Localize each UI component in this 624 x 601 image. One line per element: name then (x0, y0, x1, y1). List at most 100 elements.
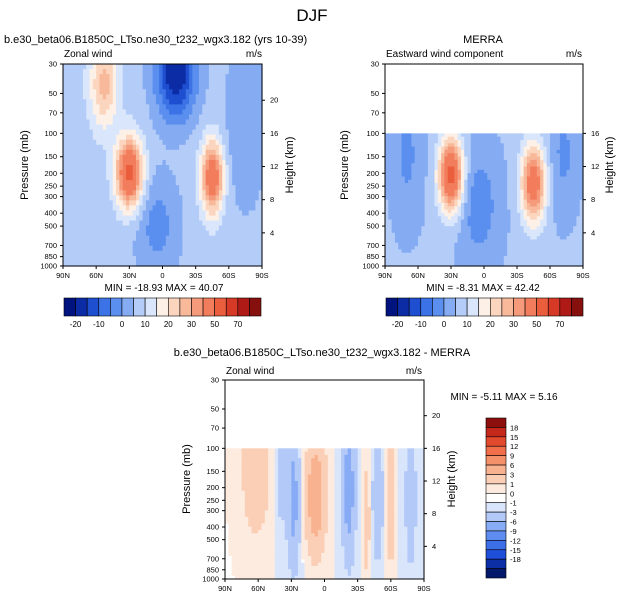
p1-cell (252, 79, 256, 85)
p1-cell (212, 215, 217, 222)
p2-cell (398, 222, 403, 227)
p2-cell (566, 239, 571, 244)
p2-cell (394, 146, 399, 151)
p2-cell (530, 156, 535, 161)
p2-cell (579, 196, 584, 201)
p2-cell (414, 252, 419, 257)
p1-cell (119, 165, 124, 171)
p1-cell (116, 255, 120, 262)
p2-cell (536, 259, 541, 264)
p1-cell (159, 74, 164, 80)
p3-cell (254, 451, 259, 456)
p1-cell (79, 114, 84, 121)
p2-cell (493, 259, 498, 264)
p2-cell (464, 222, 469, 227)
p2-cell (526, 229, 531, 234)
p2-cell (569, 249, 574, 254)
p2-cell (540, 163, 544, 168)
p2-cell (427, 219, 432, 224)
p1-cell (202, 260, 207, 267)
p2-cell (451, 169, 455, 174)
p1-cell (82, 84, 87, 90)
p1-cell (172, 134, 177, 141)
p1-cell (96, 180, 101, 186)
p2-cell (431, 186, 436, 191)
p2-cell (460, 136, 465, 141)
p1-cell (119, 144, 124, 151)
p1-cell (142, 230, 147, 237)
p1-cell (242, 84, 247, 90)
p2-cell (556, 219, 561, 224)
p2-cell (559, 163, 564, 168)
p1-cell (165, 230, 170, 237)
p2-cell (533, 232, 538, 237)
p1-cell (205, 84, 210, 90)
p1-cell (238, 245, 243, 252)
p1-cell (182, 159, 187, 166)
p1-cell (135, 119, 140, 126)
p1-cell (155, 104, 160, 111)
p1-cell (116, 99, 120, 105)
p1-cell (102, 165, 107, 171)
p2-cell (480, 249, 485, 254)
p1-cell (192, 245, 197, 252)
p1-cell (182, 235, 187, 242)
p1-cell (79, 255, 84, 262)
p1-cell (63, 185, 67, 191)
p1-cell (112, 104, 117, 111)
p2-cell (441, 139, 445, 144)
p1-cell (172, 119, 177, 126)
p2-cell (444, 139, 449, 144)
p2-cell (480, 216, 485, 221)
p2-cell (394, 179, 399, 184)
p1-cell (76, 104, 81, 111)
p2-cell (530, 199, 535, 204)
p2-cell (546, 166, 551, 171)
p1-cell (92, 74, 97, 80)
p1-cell (142, 74, 147, 80)
p1-cell (195, 260, 200, 267)
p1-cell (182, 210, 187, 217)
p1-cell (96, 79, 101, 85)
p2-cell (523, 206, 528, 211)
p2-cell (556, 143, 561, 148)
p1-cell (232, 109, 237, 116)
p1-cell (106, 119, 111, 126)
p2-cell (520, 186, 525, 191)
p2-cell (401, 242, 406, 247)
p2-cell (503, 166, 508, 171)
p1-cell (205, 89, 210, 95)
p2-cell (391, 183, 396, 188)
p1-cell (162, 159, 167, 166)
p1-cell (228, 114, 233, 121)
p1-cell (169, 210, 174, 217)
p2-cell (540, 146, 544, 151)
p1-cell (89, 175, 94, 181)
p1-cell (69, 109, 74, 116)
p2-cell (470, 229, 475, 234)
p1-cell (149, 195, 154, 201)
p1-cell (82, 210, 87, 217)
p1-cell (165, 89, 170, 95)
p2-cell (477, 256, 482, 260)
p1-cell (169, 99, 174, 105)
p2-cell (533, 156, 538, 161)
p2-cell (556, 239, 561, 244)
p2-cell (401, 193, 406, 197)
p2-cell (464, 256, 469, 260)
p2-cell (418, 202, 422, 207)
p2-cell (543, 246, 548, 251)
p1-cell (182, 114, 187, 121)
p2-cell (398, 199, 403, 204)
p2-cell (447, 222, 452, 227)
p1-cell (86, 104, 91, 111)
p1-cell (258, 220, 263, 227)
p1-cell (86, 124, 91, 131)
p1-cell (86, 255, 91, 262)
p2-cell (550, 169, 554, 174)
p2-cell (401, 153, 406, 158)
p1-cell (116, 215, 120, 222)
p1-cell (142, 129, 147, 136)
p1-cell (112, 175, 117, 181)
p1-cell (76, 240, 81, 247)
